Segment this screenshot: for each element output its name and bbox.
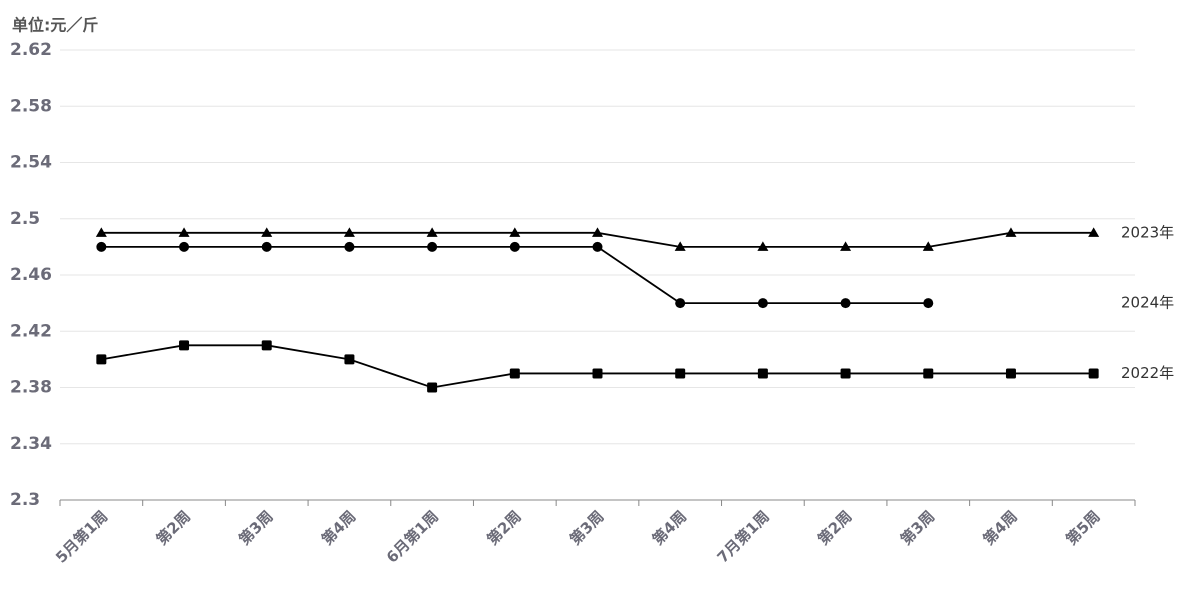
series-label: 2024年 <box>1121 294 1174 312</box>
y-tick-label: 2.54 <box>10 153 52 173</box>
data-point <box>757 298 768 309</box>
data-point <box>1005 368 1016 379</box>
x-tick-label: 第3周 <box>235 507 276 548</box>
y-tick-label: 2.46 <box>10 265 52 285</box>
data-point <box>674 241 686 251</box>
data-point <box>427 241 438 252</box>
data-point <box>840 298 851 309</box>
x-tick-label: 第2周 <box>483 507 524 548</box>
data-point <box>592 368 603 379</box>
data-point <box>840 241 852 251</box>
x-tick-label: 第3周 <box>897 507 938 548</box>
x-tick-label: 6月第1周 <box>383 507 442 566</box>
x-tick-label: 第2周 <box>814 507 855 548</box>
data-point <box>923 368 934 379</box>
data-point <box>96 241 107 252</box>
x-tick-label: 7月第1周 <box>714 507 773 566</box>
series-line <box>101 344 1094 389</box>
data-point <box>95 227 107 237</box>
data-point <box>178 227 190 237</box>
data-point <box>344 241 355 252</box>
data-point <box>757 241 769 251</box>
x-tick-label: 第5周 <box>1062 507 1103 548</box>
x-tick-label: 5月第1周 <box>52 507 111 566</box>
y-axis-label: 单位:元／斤 <box>12 16 98 35</box>
series-label: 2023年 <box>1121 223 1174 241</box>
x-tick-label: 第2周 <box>153 507 194 548</box>
y-tick-label: 2.42 <box>10 321 52 341</box>
x-tick-label: 第3周 <box>566 507 607 548</box>
data-point <box>343 227 355 237</box>
data-point <box>179 241 190 252</box>
data-point <box>675 368 686 379</box>
data-point <box>426 227 438 237</box>
y-tick-label: 2.38 <box>10 378 52 398</box>
data-point <box>261 340 272 351</box>
x-tick-label: 第4周 <box>649 507 690 548</box>
y-tick-label: 2.62 <box>10 40 52 60</box>
data-point <box>509 368 520 379</box>
data-point <box>1088 227 1100 237</box>
data-point <box>592 227 603 237</box>
data-point <box>923 298 934 309</box>
y-tick-label: 2.5 <box>10 209 40 229</box>
y-tick-label: 2.3 <box>10 490 40 510</box>
data-point <box>179 340 190 351</box>
data-point <box>922 241 934 251</box>
data-point <box>261 241 272 252</box>
data-point <box>1005 227 1017 237</box>
data-point <box>261 227 273 237</box>
data-point <box>757 368 768 379</box>
data-point <box>592 241 603 252</box>
x-tick-label: 第4周 <box>980 507 1021 548</box>
data-point <box>96 354 107 365</box>
data-point <box>509 227 521 237</box>
data-point <box>840 368 851 379</box>
y-tick-label: 2.34 <box>10 434 52 454</box>
x-tick-label: 第4周 <box>318 507 359 548</box>
data-point <box>1088 368 1099 379</box>
data-point <box>427 382 438 393</box>
data-point <box>344 354 355 365</box>
data-point <box>509 241 520 252</box>
series-label: 2022年 <box>1121 364 1174 382</box>
y-tick-label: 2.58 <box>10 96 52 116</box>
data-point <box>675 298 686 309</box>
